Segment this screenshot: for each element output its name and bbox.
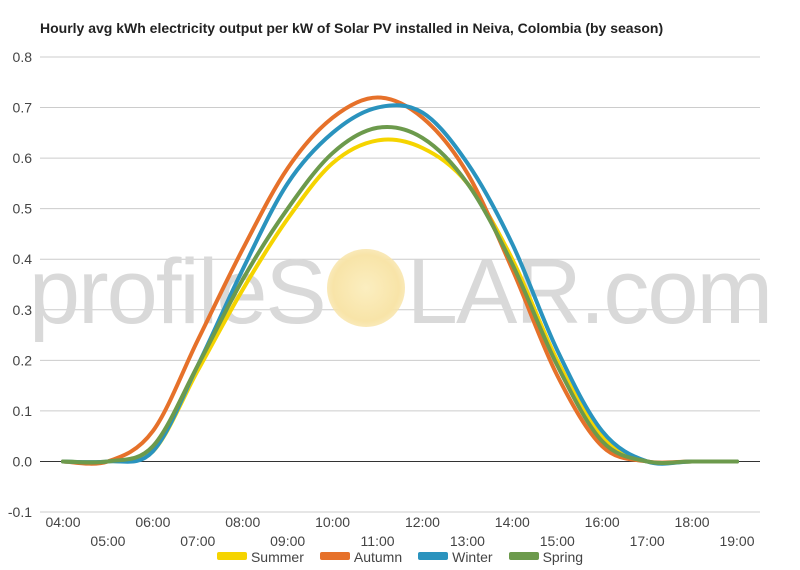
- legend-item-spring[interactable]: Spring: [508, 549, 584, 565]
- x-tick-label: 08:00: [225, 514, 260, 530]
- y-tick-label: 0.8: [13, 49, 33, 65]
- legend-item-autumn[interactable]: Autumn: [319, 549, 403, 565]
- legend-label: Summer: [250, 549, 304, 565]
- y-axis-ticks: 0.8 0.7 0.6 0.5 0.4 0.3 0.2 0.1 0.0 -0.1: [8, 49, 32, 520]
- legend-swatch: [319, 552, 350, 560]
- series-line-spring: [61, 124, 739, 465]
- legend-label: Autumn: [353, 549, 403, 565]
- x-tick-label: 10:00: [315, 514, 350, 530]
- x-tick-label: 16:00: [585, 514, 620, 530]
- x-tick-label: 12:00: [405, 514, 440, 530]
- x-tick-label: 19:00: [719, 533, 754, 549]
- legend-swatch: [216, 552, 247, 560]
- x-tick-label: 06:00: [135, 514, 170, 530]
- legend-label: Winter: [452, 549, 493, 565]
- y-tick-label: 0.1: [13, 403, 33, 419]
- y-tick-label: 0.6: [13, 150, 33, 166]
- x-tick-label: 11:00: [361, 533, 395, 549]
- y-tick-label: 0.2: [13, 352, 33, 368]
- y-tick-label: -0.1: [8, 504, 32, 520]
- x-tick-label: 04:00: [45, 514, 80, 530]
- x-tick-label: 17:00: [630, 533, 665, 549]
- y-tick-label: 0.7: [13, 100, 33, 116]
- y-tick-label: 0.4: [13, 251, 33, 267]
- y-tick-label: 0.3: [13, 302, 33, 318]
- legend-swatch: [418, 552, 449, 560]
- x-tick-label: 14:00: [495, 514, 530, 530]
- legend: Summer Autumn Winter Spring: [0, 549, 800, 565]
- x-axis-ticks: 04:00 05:00 06:00 07:00 08:00 09:00 10:00 11:00…: [45, 514, 754, 549]
- legend-item-winter[interactable]: Winter: [418, 549, 493, 565]
- x-tick-label: 05:00: [90, 533, 125, 549]
- y-tick-label: 0.0: [13, 453, 33, 469]
- x-tick-label: 13:00: [450, 533, 485, 549]
- legend-label: Spring: [542, 549, 584, 565]
- legend-swatch: [508, 552, 539, 560]
- legend-item-summer[interactable]: Summer: [216, 549, 304, 565]
- chart-title: Hourly avg kWh electricity output per kW…: [40, 20, 664, 36]
- series-line-autumn: [61, 95, 739, 466]
- x-tick-label: 09:00: [270, 533, 305, 549]
- x-tick-label: 18:00: [675, 514, 710, 530]
- x-tick-label: 07:00: [180, 533, 215, 549]
- y-tick-label: 0.5: [13, 201, 33, 217]
- x-tick-label: 15:00: [540, 533, 575, 549]
